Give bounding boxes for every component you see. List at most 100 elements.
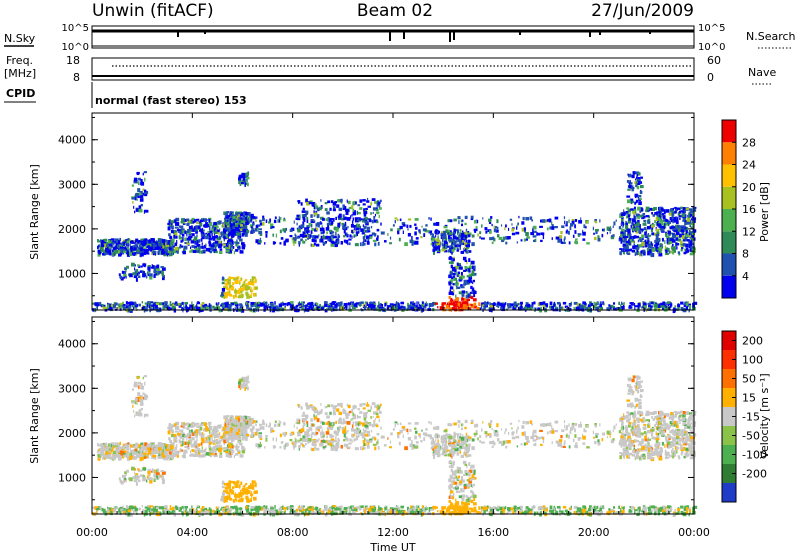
power-cell-417 (145, 238, 147, 240)
power-cell-2567 (623, 246, 627, 248)
power-cell-3162 (588, 305, 590, 307)
beam-title: Beam 02 (357, 1, 433, 21)
power-cell-1334 (552, 237, 553, 240)
date-title: 27/Jun/2009 (591, 1, 694, 21)
power-cell-3792 (620, 304, 621, 308)
velocity-cell-746 (228, 443, 231, 446)
power-cell-1355 (539, 226, 543, 228)
power-cell-3920 (636, 200, 637, 204)
power-cell-2781 (235, 281, 239, 284)
power-cell-2744 (224, 293, 228, 296)
power-cell-755 (194, 246, 197, 248)
power-cell-2822 (400, 302, 404, 305)
power-cell-2659 (153, 270, 156, 274)
power-cell-2494 (639, 239, 642, 242)
power-cell-2514 (628, 239, 630, 241)
power-cell-3388 (680, 302, 683, 305)
power-cell-1303 (482, 217, 483, 219)
power-cell-3733 (250, 302, 254, 305)
velocity-cell-985 (238, 418, 240, 421)
power-cell-2239 (658, 229, 660, 231)
power-cell-2512 (624, 240, 626, 242)
power-cell-1794 (459, 234, 461, 236)
power-cell-1463 (376, 237, 378, 239)
power-cell-3853 (137, 188, 140, 192)
power-cell-1321 (444, 226, 448, 228)
power-cell-734 (179, 246, 181, 248)
power-cell-1005 (236, 233, 240, 236)
velocity-cell-692 (182, 455, 185, 459)
power-cell-655 (218, 244, 222, 247)
power-cell-2526 (654, 212, 658, 215)
velocity-cell-301 (132, 445, 133, 447)
power-cell-2601 (655, 243, 658, 246)
power-cell-1353 (570, 223, 573, 227)
power-cell-1272 (551, 221, 552, 225)
power-cell-2580 (665, 250, 667, 253)
power-cell-1329 (574, 241, 578, 244)
power-cell-1234 (525, 232, 529, 236)
power-cell-1828 (437, 235, 438, 239)
power-cell-772 (175, 247, 179, 251)
power-cell-402 (166, 245, 170, 247)
power-cell-1446 (345, 222, 346, 225)
velocity-cell-545 (234, 455, 235, 458)
power-cell-2232 (679, 218, 680, 220)
power-cell-1875 (462, 240, 464, 242)
power-cell-1333 (543, 235, 544, 239)
power-cell-3640 (528, 304, 531, 308)
power-cell-3686 (621, 302, 622, 305)
power-cell-1498 (297, 237, 300, 239)
power-cell-1060 (280, 230, 282, 234)
power-cell-2584 (656, 250, 658, 252)
nsearch-label: N.Search (746, 30, 796, 43)
power-cell-1617 (301, 224, 305, 228)
power-cell-3659 (452, 307, 454, 310)
power-cell-657 (181, 218, 183, 221)
power-cell-2668 (146, 276, 147, 279)
power-cell-1784 (449, 232, 453, 235)
velocity-cell-366 (152, 455, 156, 458)
power-cell-1610 (325, 202, 328, 204)
power-cell-1662 (378, 242, 380, 246)
power-cell-3672 (143, 306, 145, 308)
colorbar-tick-power-colorbar-2: 12 (742, 225, 756, 238)
power-cell-1436 (597, 235, 599, 238)
power-cell-1941 (470, 262, 471, 265)
power-cell-1008 (240, 224, 243, 227)
power-cell-673 (171, 225, 174, 228)
power-cell-1319 (523, 217, 525, 220)
power-cell-3898 (241, 182, 244, 184)
power-cell-3521 (648, 303, 651, 305)
power-cell-770 (204, 218, 207, 222)
velocity-cell-608 (175, 431, 179, 433)
power-cell-2678 (142, 263, 146, 266)
power-cell-2397 (648, 251, 650, 254)
power-cell-3310 (349, 306, 350, 310)
power-cell-1105 (613, 225, 614, 228)
power-cell-3769 (660, 303, 663, 305)
power-cell-1605 (352, 209, 354, 212)
power-cell-1242 (255, 228, 257, 232)
power-cell-1534 (353, 212, 356, 216)
power-cell-2250 (683, 218, 686, 221)
power-cell-1589 (362, 244, 363, 247)
power-cell-1642 (380, 200, 382, 202)
power-cell-3811 (389, 307, 391, 309)
velocity-cell-374 (100, 453, 103, 456)
power-cell-1629 (374, 233, 376, 236)
power-cell-2439 (665, 233, 667, 237)
power-cell-2444 (680, 229, 684, 232)
power-cell-1989 (467, 280, 470, 282)
power-cell-2600 (623, 209, 624, 213)
power-cell-1705 (303, 214, 307, 217)
power-cell-1666 (316, 244, 320, 247)
power-cell-3294 (546, 304, 548, 307)
power-cell-190 (117, 244, 119, 247)
power-cell-3716 (504, 303, 506, 305)
power-cell-3478 (159, 302, 163, 305)
power-cell-392 (111, 240, 112, 244)
power-cell-1190 (256, 225, 259, 228)
power-cell-1073 (252, 230, 254, 233)
velocity-cell-310 (120, 447, 123, 449)
